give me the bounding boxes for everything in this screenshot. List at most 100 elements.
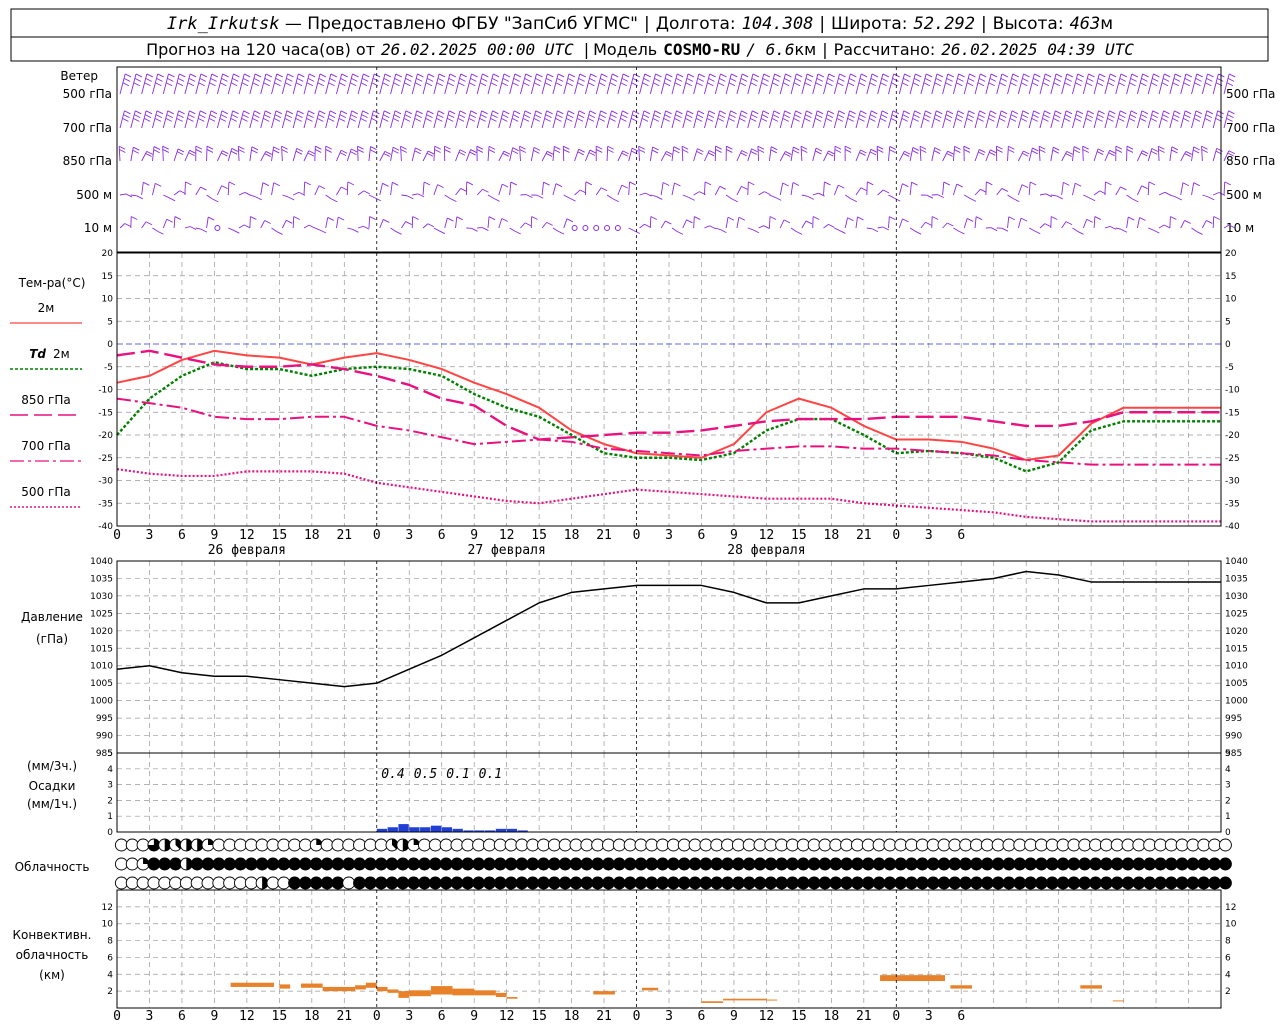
wind-barb-feather [1171, 146, 1179, 151]
cloud-fill-full [212, 858, 225, 870]
x-tick-label: 9 [210, 528, 218, 543]
cloud-fill-full [959, 877, 972, 889]
wind-barb-staff [649, 110, 656, 129]
wind-barb-feather [230, 117, 237, 122]
precip-bar [376, 828, 388, 832]
wind-barb-feather [588, 114, 596, 119]
wind-barb-staff [368, 110, 374, 129]
wind-barb-staff [1212, 216, 1215, 229]
wind-barb-feather [807, 196, 814, 200]
wind-barb-feather [838, 110, 845, 115]
wind-barb-feather [1151, 148, 1159, 152]
cloud-circle [255, 838, 269, 852]
wind-barb-staff [509, 147, 514, 162]
cloud-fill-partial [413, 839, 420, 845]
convective-bar [376, 986, 388, 992]
wind-barb-feather [295, 150, 303, 155]
wind-barb-staff [119, 73, 126, 95]
cloud-circle [602, 838, 615, 852]
wind-barb-staff [768, 73, 776, 95]
cloud-fill-full [927, 858, 940, 870]
wind-barb-feather [792, 182, 800, 186]
wind-barb-feather [642, 114, 650, 119]
wind-barb-feather [717, 117, 724, 122]
wind-barb-feather [827, 152, 834, 157]
wind-barb-feather [1108, 152, 1115, 157]
wind-barb-staff [844, 73, 851, 95]
wind-barb-feather [156, 77, 163, 82]
wind-barb-staff [736, 186, 742, 196]
cloud-circle [1164, 838, 1178, 852]
wind-barb-staff [919, 146, 922, 162]
cloud-fill-full [689, 858, 702, 870]
y-tick-right: 10 [1225, 295, 1237, 305]
wind-barb-feather [757, 145, 765, 150]
wind-barb-staff [1093, 148, 1099, 162]
wind-barb-staff [271, 110, 277, 129]
wind-barb-feather [1115, 149, 1123, 153]
wind-barb-feather [643, 77, 650, 82]
wind-barb-feather [569, 197, 576, 202]
convective-bar [430, 986, 453, 995]
wind-barb-staff [617, 110, 623, 129]
wind-barb-staff [650, 194, 657, 197]
cloud-fill-full [353, 858, 366, 870]
wind-barb-staff [476, 73, 483, 95]
wind-barb-staff [400, 73, 408, 95]
wind-barb-feather [187, 117, 194, 122]
cloud-circle [1002, 838, 1016, 852]
wind-barb-feather [1228, 150, 1236, 155]
wind-barb-staff [541, 73, 548, 95]
wind-barb-feather [848, 114, 855, 119]
wind-barb-staff [379, 219, 384, 229]
wind-barb-feather [1074, 117, 1082, 122]
wind-barb-staff [379, 73, 386, 95]
wind-barb-staff [390, 110, 396, 129]
wind-barb-feather [706, 117, 714, 122]
cloud-circle [418, 838, 431, 852]
cloud-circle [591, 838, 605, 852]
wind-barb-staff [173, 216, 176, 229]
wind-barb-staff [844, 110, 851, 129]
cloud-fill-full [797, 877, 810, 889]
y-tick-left: 20 [102, 249, 114, 259]
cloud-fill-full [526, 858, 539, 870]
wind-barb-feather [764, 191, 771, 195]
wind-barb-feather [609, 82, 617, 87]
wind-barb-staff [704, 73, 711, 95]
cloud-fill-full [266, 858, 279, 870]
wind-barb-staff [606, 146, 609, 162]
wind-barb-feather [533, 146, 541, 151]
wind-barb-feather [674, 82, 682, 87]
wind-barb-feather [458, 114, 466, 119]
wind-barb-feather [915, 73, 922, 78]
y-tick-right: 2 [1225, 987, 1231, 997]
wind-barb-staff [563, 110, 569, 129]
wind-barb-staff [931, 147, 936, 162]
wind-barb-feather [967, 114, 974, 119]
x-tick-label: 0 [892, 528, 900, 543]
cloud-fill-full [786, 877, 799, 889]
wind-barb-feather [834, 145, 842, 150]
wind-barb-feather [607, 145, 614, 150]
wind-barb-feather [317, 117, 324, 122]
wind-barb-feather [514, 73, 522, 78]
wind-barb-feather [837, 114, 845, 119]
wind-barb-staff [520, 73, 527, 95]
wind-barb-feather [1206, 77, 1213, 82]
wind-barb-staff [260, 110, 266, 129]
cloud-fill-partial [147, 839, 160, 852]
wind-barb-feather [426, 152, 434, 157]
cloud-circle [970, 838, 983, 852]
panel-frames [116, 66, 1222, 1009]
cloud-circle [537, 838, 550, 852]
wind-barb-staff [1126, 73, 1133, 95]
cloud-circle [980, 838, 994, 852]
cloud-fill-full [461, 858, 474, 870]
wind-barb-feather [1055, 110, 1062, 115]
precip-bar [441, 827, 453, 832]
wind-barb-feather [601, 73, 608, 78]
wind-barb-staff [476, 110, 483, 129]
wind-barb-feather [673, 146, 681, 151]
wind-barb-feather [816, 110, 824, 115]
